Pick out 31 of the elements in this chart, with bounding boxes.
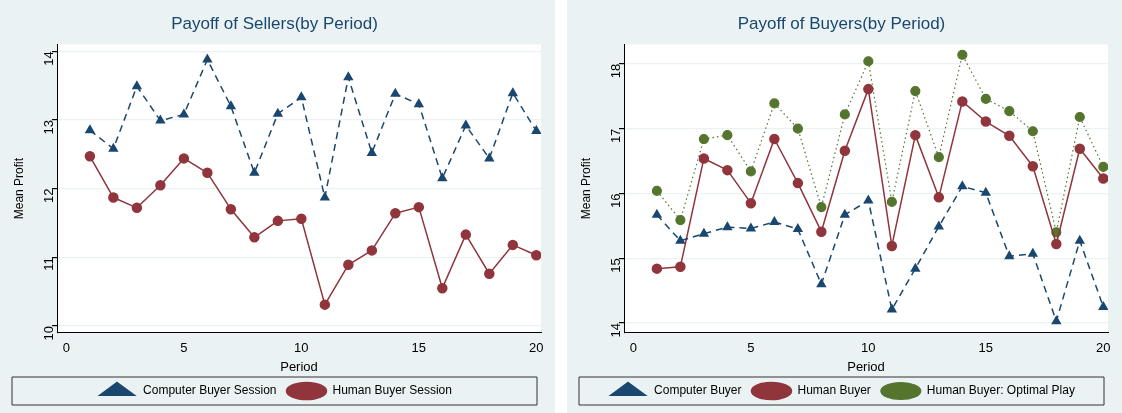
y-tick-label: 17 bbox=[607, 128, 623, 144]
y-tick-label: 16 bbox=[607, 193, 623, 208]
legend-label: Computer Buyer Session bbox=[143, 383, 277, 398]
x-tick-label: 0 bbox=[629, 340, 638, 356]
x-tick-label: 20 bbox=[529, 340, 544, 356]
x-axis-title: Period bbox=[847, 358, 885, 374]
y-tick-label: 14 bbox=[40, 51, 56, 66]
legend-label: Human Buyer Session bbox=[332, 383, 452, 398]
y-tick-label: 18 bbox=[607, 63, 623, 79]
x-tick-label: 15 bbox=[411, 340, 427, 356]
x-axis-title: Period bbox=[280, 358, 318, 374]
x-tick-label: 0 bbox=[62, 340, 71, 356]
legend-label: Human Buyer bbox=[797, 383, 871, 398]
legend-label: Computer Buyer bbox=[654, 383, 742, 398]
y-axis-title: Mean Profit bbox=[11, 157, 26, 220]
chart-title: Payoff of Sellers(by Period) bbox=[171, 13, 378, 33]
chart-title: Payoff of Buyers(by Period) bbox=[737, 13, 946, 33]
x-tick-label: 10 bbox=[294, 340, 309, 356]
x-tick-label: 5 bbox=[747, 340, 755, 356]
y-tick-label: 13 bbox=[40, 119, 56, 135]
y-tick-label: 10 bbox=[40, 325, 56, 341]
y-tick-label: 14 bbox=[607, 323, 623, 338]
x-tick-label: 5 bbox=[180, 340, 188, 356]
x-tick-label: 10 bbox=[861, 340, 876, 356]
y-axis-title: Mean Profit bbox=[578, 157, 593, 220]
x-tick-label: 20 bbox=[1096, 340, 1111, 356]
x-tick-label: 15 bbox=[978, 340, 994, 356]
y-tick-label: 11 bbox=[40, 257, 56, 271]
y-tick-label: 15 bbox=[607, 258, 623, 273]
y-tick-label: 12 bbox=[40, 188, 56, 204]
legend-label: Human Buyer: Optimal Play bbox=[926, 383, 1075, 398]
